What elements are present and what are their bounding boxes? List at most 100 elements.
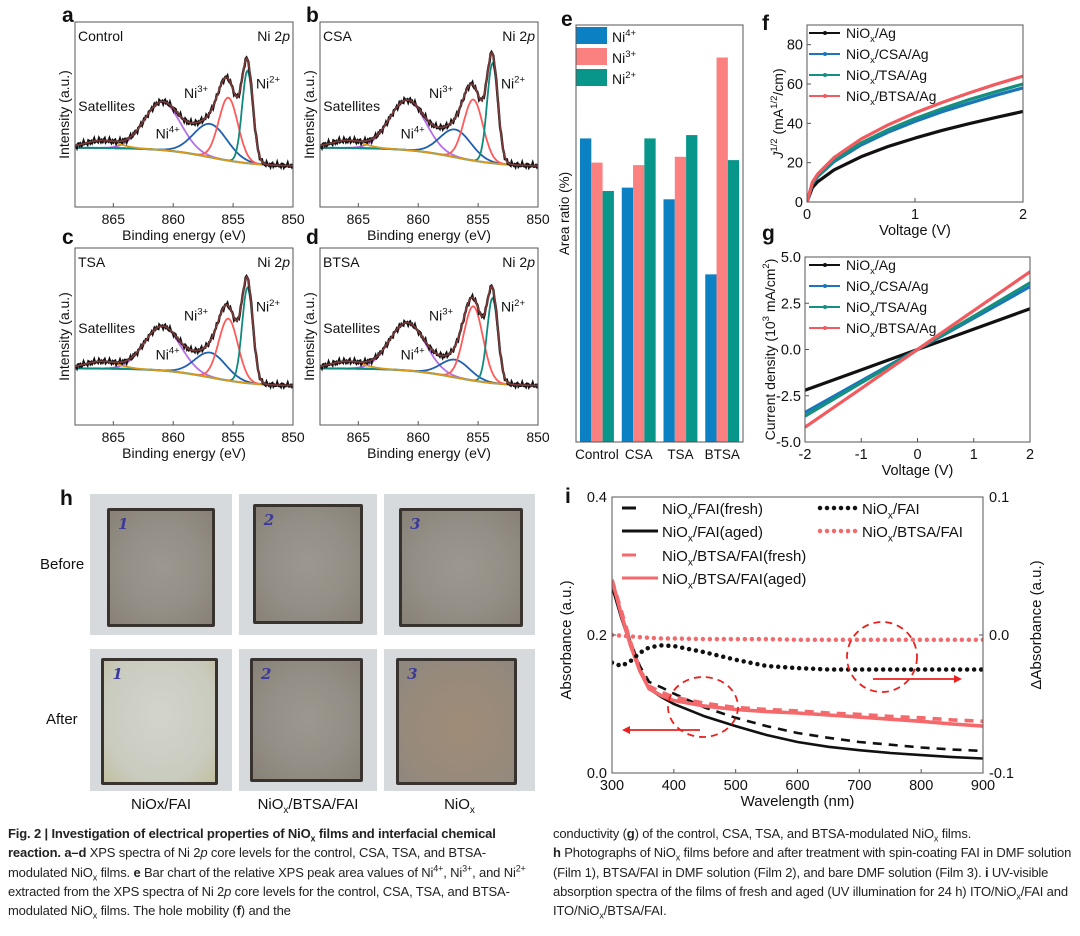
- core-level-label-part: p: [281, 28, 290, 44]
- caption-text: x: [92, 910, 98, 921]
- legend-label: NiOx/BTSA/FAI(fresh): [662, 548, 806, 569]
- x-tick-label: 850: [526, 211, 550, 227]
- plot-frame: [319, 21, 539, 208]
- legend-label-part: /BTSA/Ag: [875, 88, 936, 104]
- legend-label: NiOx/BTSA/Ag: [846, 88, 936, 108]
- legend-label-part: x: [870, 329, 875, 340]
- peak-label: Ni3+: [184, 307, 209, 324]
- film-substrate: 2: [252, 503, 364, 624]
- peak-label-part: Ni: [501, 76, 514, 92]
- sample-label: Control: [78, 28, 123, 44]
- peak-label-part: 3+: [442, 84, 453, 95]
- x-tick-label: 855: [466, 429, 490, 445]
- legend-label: Ni2+: [612, 70, 637, 87]
- caption-text: a–d: [64, 845, 87, 861]
- x-axis-title: Wavelength (nm): [741, 793, 855, 810]
- xps-panel-d: 865 860 855 850 Binding energy (eV) Intensity…: [301, 254, 550, 461]
- legend-swatch: [576, 27, 607, 44]
- xps-panel-c: 865 860 855 850 Binding energy (eV) Intensity…: [56, 254, 305, 461]
- caption-text: x: [310, 833, 316, 844]
- peak-label-part: 2+: [269, 298, 280, 309]
- film-substrate: 1: [107, 508, 215, 627]
- core-level-label-part: p: [526, 254, 535, 270]
- caption-text: x: [933, 833, 939, 844]
- category-label: TSA: [667, 447, 693, 462]
- panel-letter-g: g: [762, 222, 775, 245]
- peak-label: Satellites: [323, 320, 380, 336]
- series-line-3: [612, 579, 983, 728]
- x-tick-label: 850: [526, 429, 550, 445]
- caption-text: 4+: [433, 863, 444, 874]
- x-tick-label: 855: [221, 429, 245, 445]
- legend-label-part: /FAI(aged): [693, 524, 763, 541]
- x-tick-label: 850: [281, 429, 305, 445]
- column-label-part: x: [283, 805, 289, 816]
- caption-paragraph: h Photographs of NiOx films before and a…: [553, 843, 1075, 920]
- x-tick-label: 865: [102, 211, 126, 227]
- x-tick-label: 0: [803, 207, 811, 223]
- y-axis-title: Intensity (a.u.): [56, 292, 72, 381]
- core-level-label-part: Ni 2: [257, 254, 282, 270]
- legend-swatch: [576, 48, 607, 65]
- caption-left-column: Fig. 2 | Investigation of electrical pro…: [8, 824, 530, 920]
- y2-tick-label: 0.1: [989, 490, 1009, 506]
- peak-label-part: 2+: [514, 298, 525, 309]
- x-tick-label: 855: [466, 211, 490, 227]
- legend-marker: [823, 326, 827, 330]
- x-tick-label: 860: [162, 429, 186, 445]
- y-tick-label: -2.5: [776, 389, 801, 405]
- x-axis-title: Voltage (V): [882, 463, 954, 479]
- xps-curves: [320, 49, 538, 171]
- bar-btsa-2: [727, 160, 740, 442]
- series-line-1: [807, 86, 1023, 202]
- caption-text: x: [675, 852, 681, 863]
- series-line-5: [612, 632, 983, 643]
- x-tick-label: 500: [724, 778, 748, 794]
- peak-label: Ni3+: [429, 84, 454, 101]
- legend-label-part: NiO: [662, 501, 688, 518]
- panel-letter-f: f: [762, 12, 770, 35]
- legend-marker: [823, 305, 827, 309]
- peak-label-part: Ni: [429, 85, 442, 101]
- y-tick-label: 40: [787, 116, 803, 132]
- caption-text: ) of the control, CSA, TSA, and BTSA-mod…: [634, 826, 934, 841]
- peak-label-part: 3+: [197, 84, 208, 95]
- legend-label-part: x: [688, 558, 693, 569]
- y-axis-title-part: 1/2: [769, 138, 780, 151]
- series-line-4: [612, 643, 983, 672]
- x-tick-label: 2: [1026, 447, 1034, 463]
- line-chart-g: -2 -1 0 1 2 -5.0 -2.5 0.0 2.5 5.0 Voltage (V) Curre…: [761, 250, 1034, 479]
- peak-label-part: 2+: [269, 75, 280, 86]
- absorption-chart-i: 300 400 500 600 700 800 900 0.0 0.2 0.4 -0.1 0.0 0.1…: [558, 490, 1045, 810]
- series-lines: [807, 74, 1023, 202]
- legend-label: NiOx/TSA/Ag: [846, 67, 927, 87]
- caption-text: x: [1016, 891, 1021, 902]
- legend-label: Ni3+: [612, 49, 637, 66]
- y-tick-label: 0: [795, 195, 803, 211]
- x-tick-label: 865: [102, 429, 126, 445]
- legend-label-part: NiO: [846, 257, 870, 273]
- y-axis-title-part: (mA: [770, 108, 786, 138]
- right-axis-highlight-circle: [846, 621, 918, 693]
- peak-label-part: Ni: [184, 85, 197, 101]
- peak-label-part: Satellites: [78, 98, 135, 114]
- legend-label: NiOx/FAI(aged): [662, 524, 763, 545]
- core-level-label-part: Ni 2: [502, 28, 527, 44]
- legend-label-part: /TSA/Ag: [875, 67, 927, 83]
- plot-frame: [806, 24, 1024, 203]
- series-lines: [805, 270, 1030, 429]
- legend-label-part: Ni: [612, 50, 625, 66]
- panel-letter-b: b: [306, 4, 319, 27]
- legend-label-part: x: [688, 581, 693, 592]
- core-level-label-part: p: [281, 254, 290, 270]
- x-tick-label: 800: [909, 778, 933, 794]
- peak-label: Ni3+: [184, 84, 209, 101]
- peak-label: Ni4+: [401, 346, 426, 363]
- caption-text: p: [224, 883, 232, 899]
- legend-marker: [823, 263, 827, 267]
- x-tick-label: 0: [913, 447, 921, 463]
- figure-2: a b c d e f g h i 865 860 855 850 Binding energy (eV)…: [56, 4, 1045, 810]
- legend-label-part: /CSA/Ag: [875, 46, 929, 62]
- legend-label-part: NiO: [846, 320, 870, 336]
- legend-label: Ni4+: [612, 28, 637, 45]
